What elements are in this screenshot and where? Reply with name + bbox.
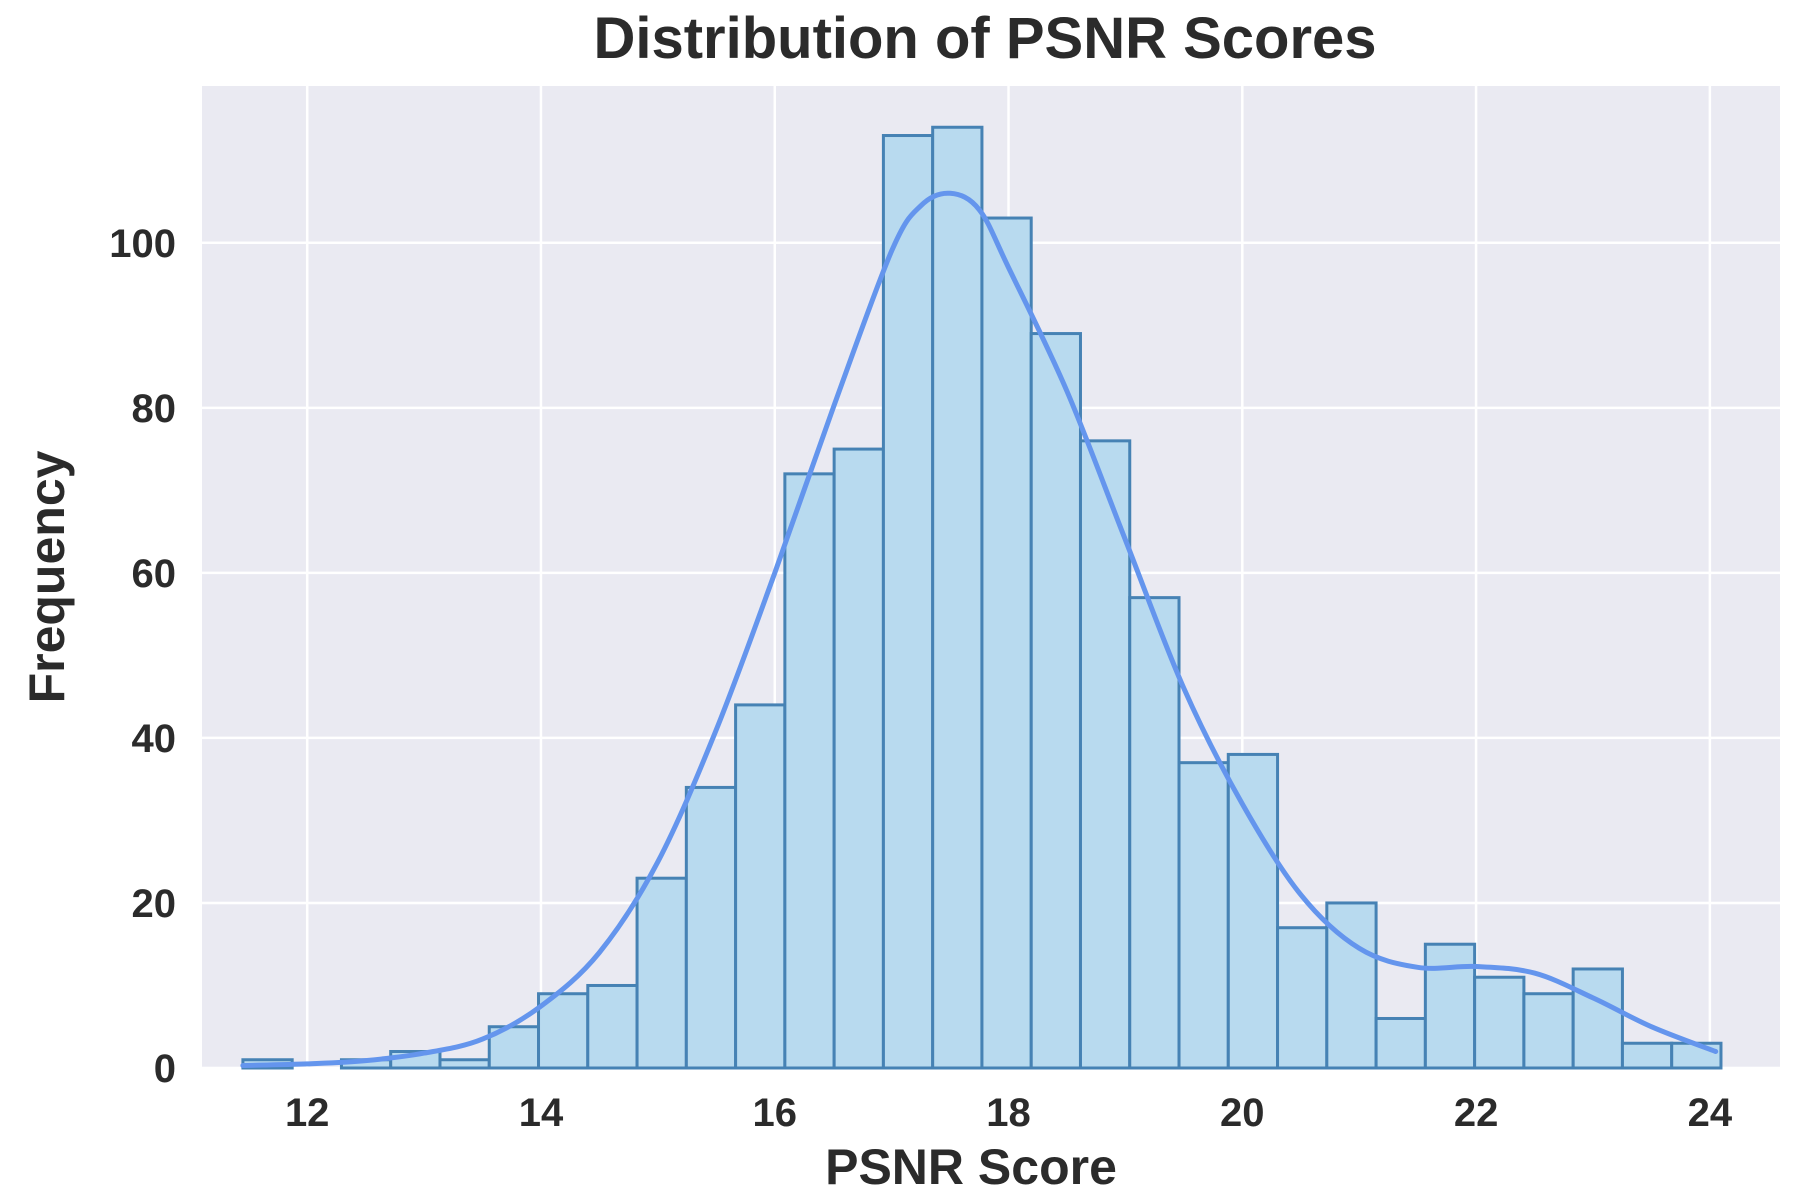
x-tick-label-2: 16 — [753, 1091, 798, 1135]
x-axis-label: PSNR Score — [825, 1139, 1117, 1195]
histogram-bars — [241, 125, 1723, 1070]
histogram-bar-13 — [881, 134, 935, 1070]
histogram-bar-19 — [1177, 761, 1230, 1070]
kde-curve — [240, 190, 1719, 1068]
histogram-bar-27 — [1571, 967, 1624, 1070]
histogram-bar-16 — [1029, 332, 1082, 1070]
y-tick-label-2: 40 — [132, 717, 177, 761]
histogram-bar-24 — [1423, 942, 1477, 1070]
y-tick-label-1: 20 — [132, 882, 177, 926]
histogram-bar-9 — [684, 785, 738, 1070]
histogram-bar-17 — [1078, 439, 1132, 1070]
histogram-bar-12 — [832, 447, 885, 1070]
histogram-bar-26 — [1522, 992, 1575, 1070]
histogram-bar-14 — [931, 125, 984, 1070]
x-tick-label-1: 14 — [519, 1091, 564, 1135]
histogram-bar-11 — [783, 472, 836, 1070]
y-axis-ticks: 0 20 40 60 80 100 — [109, 222, 176, 1091]
y-tick-label-4: 80 — [132, 387, 177, 431]
histogram-bar-6 — [537, 992, 590, 1070]
histogram-bar-28 — [1620, 1041, 1674, 1070]
x-tick-label-3: 18 — [986, 1091, 1031, 1135]
y-axis-label: Frequency — [19, 450, 75, 703]
chart-title: Distribution of PSNR Scores — [593, 6, 1376, 71]
y-tick-label-5: 100 — [109, 222, 176, 266]
x-tick-label-6: 24 — [1688, 1091, 1733, 1135]
histogram-bar-4 — [438, 1058, 491, 1070]
histogram-bar-23 — [1374, 1016, 1427, 1070]
y-tick-label-3: 60 — [132, 552, 177, 596]
histogram-bar-18 — [1128, 596, 1181, 1070]
histogram-bar-7 — [586, 983, 639, 1070]
histogram-bar-20 — [1226, 752, 1280, 1070]
histogram-bar-25 — [1473, 975, 1526, 1070]
x-tick-label-5: 22 — [1454, 1091, 1499, 1135]
histogram-bar-15 — [980, 216, 1033, 1070]
x-tick-label-0: 12 — [285, 1091, 330, 1135]
y-tick-label-0: 0 — [154, 1047, 176, 1091]
histogram-bar-10 — [734, 703, 787, 1070]
histogram-bar-8 — [635, 876, 688, 1070]
x-tick-label-4: 20 — [1220, 1091, 1265, 1135]
histogram-bar-21 — [1276, 926, 1329, 1070]
x-axis-ticks: 12 14 16 18 20 22 24 — [285, 1091, 1733, 1135]
